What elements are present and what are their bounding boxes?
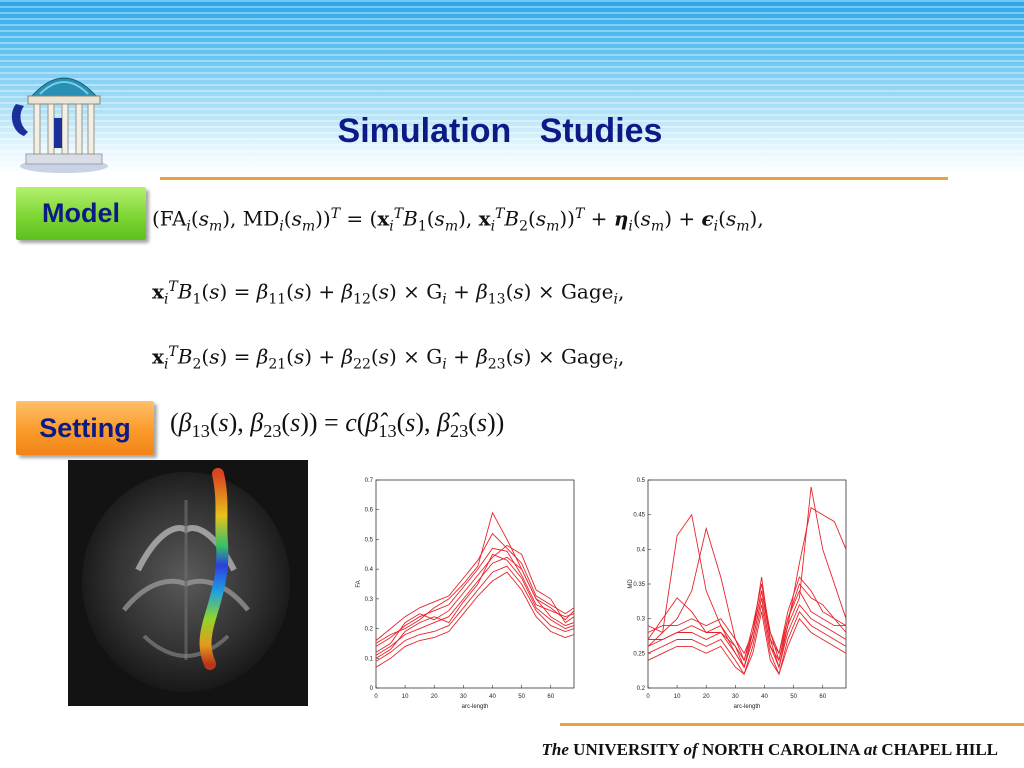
- footer-of: of: [683, 740, 698, 759]
- md-series-line: [648, 486, 847, 669]
- b1-equation: xiTB1(s) = β11(s) + β12(s) × Gi + β13(s)…: [152, 279, 625, 308]
- fa-x-axis-label: arc-length: [462, 704, 489, 710]
- md-x-tick-label: 0: [646, 694, 650, 700]
- fa-series-line: [375, 571, 575, 668]
- fa-x-tick-label: 30: [460, 694, 467, 700]
- model-tag: Model: [16, 187, 146, 240]
- md-y-tick-label: 0.5: [637, 478, 646, 484]
- md-series-line: [647, 604, 847, 676]
- footer-university: UNIVERSITY: [573, 740, 680, 759]
- fa-y-axis-label: FA: [356, 580, 362, 587]
- fa-y-tick-label: 0.3: [365, 597, 374, 603]
- university-footer: The UNIVERSITY of NORTH CAROLINA at CHAP…: [542, 740, 998, 760]
- fa-series-line: [375, 565, 575, 662]
- md-y-axis-label: MD: [628, 579, 634, 589]
- md-y-tick-label: 0.45: [633, 513, 645, 519]
- footer-at: at: [863, 740, 878, 759]
- fa-y-tick-label: 0.6: [365, 508, 374, 514]
- md-x-tick-label: 10: [674, 694, 681, 700]
- fa-y-tick-label: 0.5: [365, 537, 374, 543]
- fa-series-line: [375, 544, 575, 653]
- old-well-logo: [11, 77, 108, 173]
- md-series-line: [647, 506, 847, 669]
- footer-campus: CHAPEL HILL: [881, 740, 998, 759]
- fa-y-tick-label: 0.2: [365, 627, 374, 633]
- fa-x-tick-label: 50: [518, 694, 525, 700]
- model-equation: (FAi(sm), MDi(sm))T = (xiTB1(sm), xiTB2(…: [152, 206, 764, 235]
- md-y-tick-label: 0.2: [637, 686, 646, 692]
- fa-series-line: [375, 532, 575, 641]
- md-plot-area: [647, 479, 847, 689]
- fa-series-line: [375, 511, 575, 644]
- md-x-tick-label: 20: [703, 694, 710, 700]
- md-x-tick-label: 50: [790, 694, 797, 700]
- fa-x-tick-label: 60: [547, 694, 554, 700]
- header-stripes: [0, 0, 1024, 175]
- md-x-tick-label: 60: [819, 694, 826, 700]
- md-y-tick-label: 0.4: [637, 547, 646, 553]
- footer-state: NORTH CAROLINA: [701, 740, 860, 759]
- fa-y-tick-label: 0: [370, 686, 374, 692]
- md-x-axis-label: arc-length: [734, 704, 761, 710]
- md-x-tick-label: 30: [732, 694, 739, 700]
- md-y-tick-label: 0.35: [633, 582, 645, 588]
- fa-y-tick-label: 0.1: [365, 656, 374, 662]
- fa-series-line: [375, 547, 575, 647]
- fa-x-tick-label: 10: [402, 694, 409, 700]
- brain-tract-image: [68, 460, 308, 706]
- footer-divider: [560, 723, 1024, 726]
- fa-y-tick-label: 0.7: [365, 478, 374, 484]
- slide-title: Simulation Studies: [337, 112, 663, 150]
- fa-x-tick-label: 0: [374, 694, 378, 700]
- md-x-tick-label: 40: [761, 694, 768, 700]
- fa-x-tick-label: 20: [431, 694, 438, 700]
- setting-tag: Setting: [16, 401, 154, 455]
- setting-equation: (β13(s), β23(s)) = c(β̂13(s), β̂23(s)): [170, 408, 505, 442]
- fa-x-tick-label: 40: [489, 694, 496, 700]
- title-divider: [160, 177, 948, 180]
- md-chart: 0 10 20 30 40 50 60 0.2 0.25 0.3 0.35 0.4 0.45 0.5 arc…: [628, 478, 847, 710]
- fa-chart: 0 10 20 30 40 50 60 0 0.1 0.2 0.3 0.4 0.5 0.6 0.7 arc-l…: [356, 478, 575, 710]
- md-y-tick-label: 0.3: [637, 617, 646, 623]
- b2-equation: xiTB2(s) = β21(s) + β22(s) × Gi + β23(s)…: [152, 344, 625, 373]
- md-series-line: [647, 526, 847, 655]
- md-series-line: [647, 611, 847, 676]
- fa-series-line: [375, 553, 575, 659]
- fa-series-line: [375, 556, 575, 656]
- fa-y-tick-label: 0.4: [365, 567, 374, 573]
- md-y-tick-label: 0.25: [633, 651, 645, 657]
- footer-the: The: [541, 740, 569, 759]
